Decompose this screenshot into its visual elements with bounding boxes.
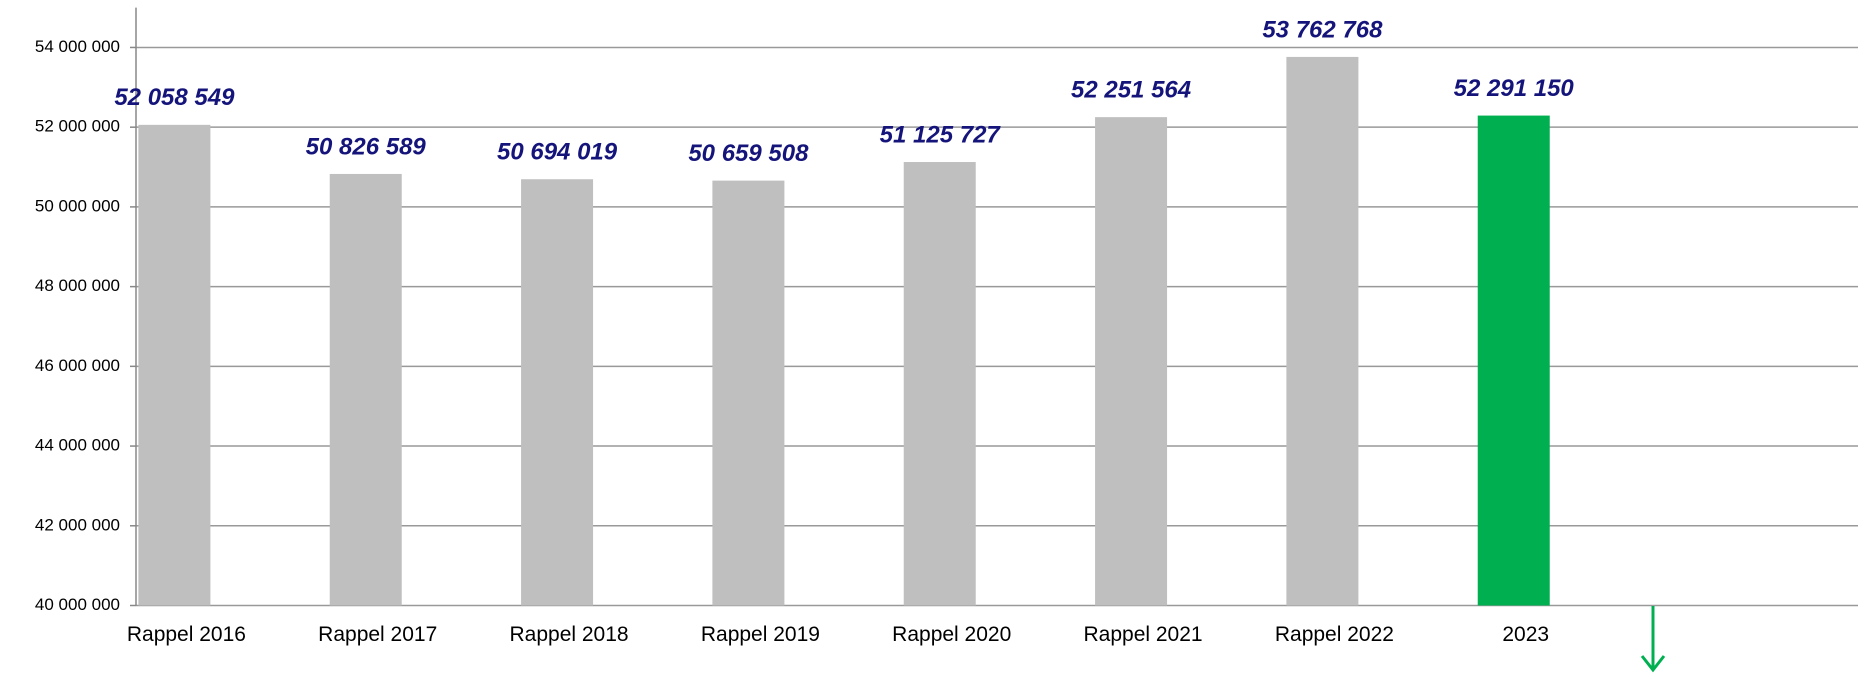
y-tick-label: 48 000 000: [35, 276, 120, 295]
y-tick-label: 42 000 000: [35, 515, 120, 534]
data-label: 50 694 019: [497, 139, 618, 166]
y-tick-label: 50 000 000: [35, 196, 120, 215]
data-label: 50 659 508: [688, 140, 809, 167]
arrow: [1640, 606, 1666, 673]
bar: [903, 162, 976, 606]
bar: [329, 173, 402, 606]
y-tick-label: 40 000 000: [35, 595, 120, 614]
data-label: 52 251 564: [1071, 76, 1191, 103]
x-tick-label: Rappel 2021: [1084, 623, 1203, 646]
x-tick-label: Rappel 2016: [127, 623, 246, 646]
data-label: 51 125 727: [880, 121, 1002, 148]
x-tick-label: Rappel 2020: [892, 623, 1011, 646]
y-tick-label: 54 000 000: [35, 37, 120, 56]
y-tick-label: 46 000 000: [35, 356, 120, 375]
y-tick-label: 44 000 000: [35, 436, 120, 455]
x-tick-label: Rappel 2017: [318, 623, 437, 646]
bar: [712, 180, 785, 606]
data-label: 50 826 589: [306, 133, 427, 160]
bar: [1286, 56, 1359, 606]
y-tick-label: 52 000 000: [35, 117, 120, 136]
data-label: 53 762 768: [1262, 16, 1383, 43]
bar: [1477, 115, 1550, 606]
x-tick-label: Rappel 2019: [701, 623, 820, 646]
data-label: 52 291 150: [1454, 75, 1575, 102]
bar: [138, 124, 211, 606]
x-tick-label: Rappel 2018: [510, 623, 629, 646]
x-tick-label: 2023: [1502, 623, 1549, 646]
x-tick-label: Rappel 2022: [1275, 623, 1394, 646]
data-label: 52 058 549: [114, 84, 235, 111]
bar: [521, 179, 594, 606]
bar: [1095, 117, 1168, 606]
